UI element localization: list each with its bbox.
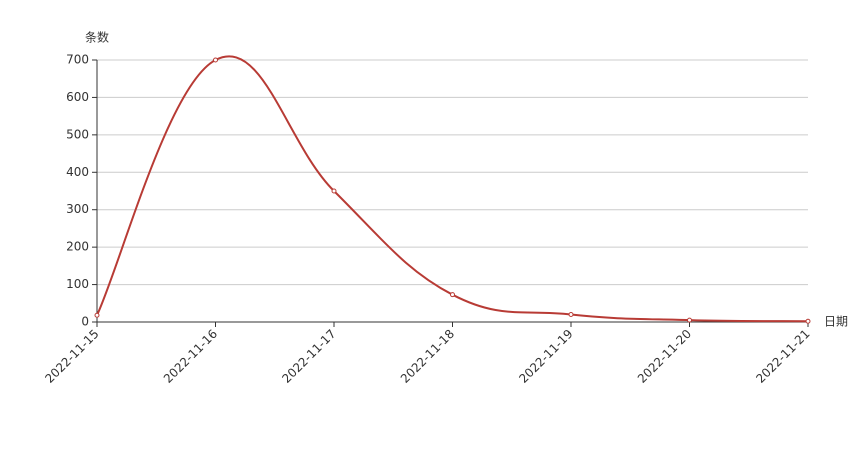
y-tick-label: 300	[66, 202, 89, 216]
y-tick-label: 700	[66, 53, 89, 67]
point	[213, 57, 218, 63]
y-tick-label: 0	[81, 315, 89, 329]
point	[450, 292, 455, 298]
line	[96, 55, 809, 323]
y-tick-label: 400	[66, 165, 89, 179]
x-tick-label: 2022-11-16	[161, 327, 220, 386]
point	[687, 317, 692, 323]
point	[568, 312, 574, 318]
x-tick-label: 2022-11-20	[635, 327, 694, 386]
y-tick-label: 600	[66, 90, 89, 104]
x-tick-label: 2022-11-18	[398, 327, 457, 386]
y-tick-label: 100	[66, 277, 89, 291]
y-tick-label: 200	[66, 240, 89, 254]
point	[94, 312, 100, 318]
x-axis-label: 日期	[824, 315, 848, 329]
x-tick-label: 2022-11-15	[42, 327, 101, 386]
point	[805, 318, 811, 324]
x-tick-label: 2022-11-17	[279, 327, 338, 386]
y-tick-label: 500	[66, 127, 89, 141]
point	[331, 188, 337, 194]
x-tick-label: 2022-11-21	[753, 327, 812, 386]
x-tick-label: 2022-11-19	[516, 327, 575, 386]
y-axis-label: 条数	[85, 30, 109, 45]
